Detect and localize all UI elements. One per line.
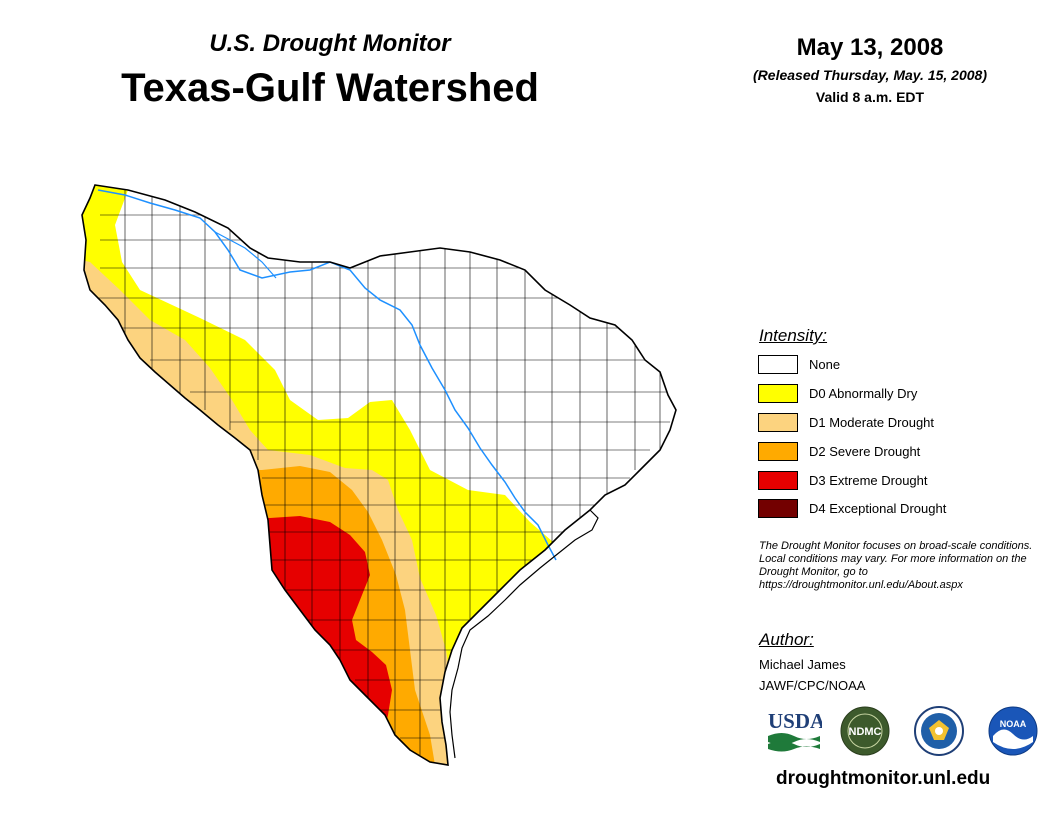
legend-item-d3: D3 Extreme Drought [758, 471, 1018, 491]
legend-swatch-none [758, 355, 798, 374]
ndmc-logo-icon: NDMC [840, 706, 890, 756]
legend-label: D2 Severe Drought [809, 444, 920, 459]
legend-swatch-d1 [758, 413, 798, 432]
legend-item-d1: D1 Moderate Drought [758, 413, 1018, 433]
legend-label: D0 Abnormally Dry [809, 386, 917, 401]
legend-label: D4 Exceptional Drought [809, 501, 946, 516]
legend-swatch-d3 [758, 471, 798, 490]
legend-swatch-d2 [758, 442, 798, 461]
author-heading: Author: [759, 630, 814, 650]
legend-item-d0: D0 Abnormally Dry [758, 384, 1018, 404]
watershed-map [78, 178, 688, 778]
map-date: May 13, 2008 [720, 34, 1020, 62]
noaa-logo-icon: NOAA [988, 706, 1038, 756]
legend-swatch-d0 [758, 384, 798, 403]
release-date: (Released Thursday, May. 15, 2008) [690, 67, 1050, 83]
noaa-logo-text: NOAA [1000, 719, 1027, 729]
legend-item-d2: D2 Severe Drought [758, 442, 1018, 462]
site-url-link[interactable]: droughtmonitor.unl.edu [776, 768, 990, 790]
legend-swatch-d4 [758, 499, 798, 518]
valid-time: Valid 8 a.m. EDT [720, 89, 1020, 105]
legend-label: D1 Moderate Drought [809, 415, 934, 430]
usda-logo-icon: USDA [766, 706, 822, 752]
category-d3-area [78, 516, 392, 740]
ndmc-logo-text: NDMC [849, 726, 882, 738]
legend-label: D3 Extreme Drought [809, 473, 928, 488]
legend-item-none: None [758, 355, 1018, 375]
doc-seal-icon [914, 706, 964, 756]
legend-item-d4: D4 Exceptional Drought [758, 499, 1018, 519]
legend-label: None [809, 357, 840, 372]
author-name: Michael James [759, 657, 846, 672]
disclaimer-text: The Drought Monitor focuses on broad-sca… [759, 540, 1044, 592]
legend-heading: Intensity: [759, 326, 827, 346]
map-subtitle: U.S. Drought Monitor [150, 30, 510, 58]
usda-logo-text: USDA [768, 709, 822, 733]
author-org: JAWF/CPC/NOAA [759, 678, 865, 693]
map-title: Texas-Gulf Watershed [90, 66, 570, 111]
